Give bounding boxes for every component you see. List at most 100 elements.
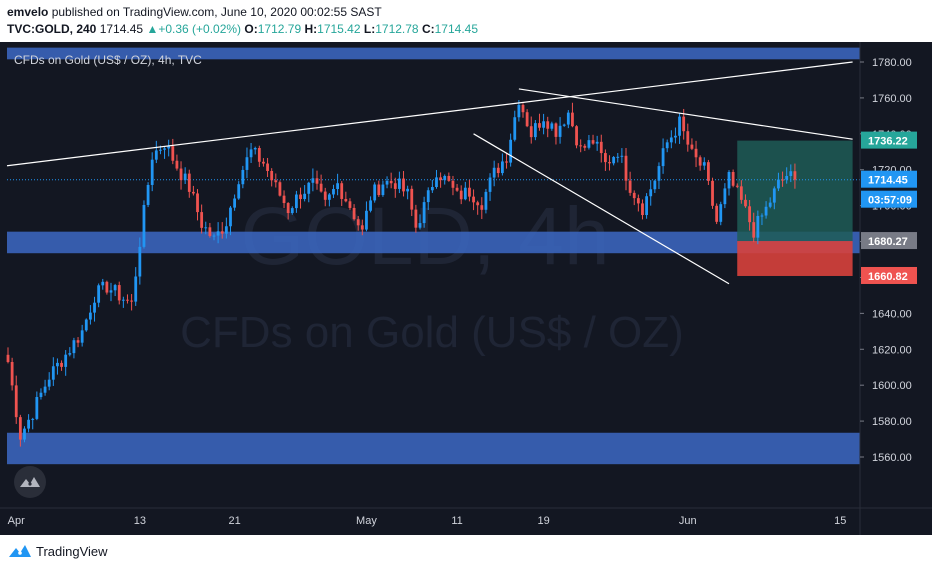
candle-body — [101, 281, 105, 286]
publisher-name[interactable]: emvelo — [7, 5, 49, 19]
candle-body — [690, 144, 694, 149]
candle-body — [636, 198, 640, 204]
candle-body — [793, 171, 797, 180]
candle — [233, 194, 236, 211]
candle — [274, 173, 278, 188]
candle-body — [599, 141, 603, 154]
candle — [546, 116, 550, 138]
candle — [595, 135, 599, 151]
candle-body — [657, 166, 661, 181]
candle — [533, 120, 537, 141]
candle — [105, 280, 109, 295]
y-tick-label: 1620.00 — [872, 344, 912, 356]
chart-title: CFDs on Gold (US$ / OZ), 4h, TVC — [14, 53, 202, 67]
candle — [360, 219, 364, 236]
candle-body — [369, 200, 372, 211]
candle — [163, 146, 166, 159]
candle — [459, 185, 463, 205]
y-tick-label: 1760.00 — [872, 93, 912, 105]
candle-body — [340, 183, 344, 199]
candle — [200, 204, 204, 234]
candle-body — [513, 117, 517, 140]
candle — [628, 171, 632, 196]
candle-body — [398, 178, 401, 189]
candle-body — [200, 212, 204, 228]
candle — [179, 161, 183, 190]
zone-band-0 — [7, 47, 860, 60]
trendlines[interactable] — [6, 61, 853, 285]
candle-body — [274, 180, 278, 183]
candle — [764, 201, 768, 219]
candle-body — [707, 162, 710, 181]
tradingview-brand[interactable]: TradingView — [8, 543, 108, 559]
candle-body — [6, 354, 10, 362]
chart-area[interactable]: GOLD, 4h CFDs on Gold (US$ / OZ) 1780.00… — [0, 42, 932, 535]
candle-body — [171, 146, 175, 161]
candle — [18, 414, 22, 447]
trendline-0[interactable] — [6, 61, 853, 167]
zone-band-1 — [7, 231, 860, 254]
candle-body — [208, 227, 212, 236]
candle — [84, 318, 88, 332]
candle-body — [476, 202, 480, 206]
candle-body — [447, 175, 451, 181]
candle — [257, 145, 261, 168]
trendline-1[interactable] — [518, 88, 853, 140]
candle-body — [760, 215, 764, 217]
candle-body — [628, 180, 632, 193]
candle — [113, 283, 117, 297]
low-value: 1712.78 — [375, 22, 419, 36]
candle — [492, 160, 496, 187]
candle-body — [430, 186, 434, 191]
candle — [377, 180, 381, 197]
candle — [278, 180, 282, 197]
candle-body — [525, 112, 529, 127]
candle-body — [163, 148, 166, 150]
price-chart[interactable]: GOLD, 4h CFDs on Gold (US$ / OZ) 1780.00… — [0, 42, 932, 535]
candle-body — [109, 290, 113, 293]
candle-body — [113, 285, 117, 291]
candle-body — [179, 168, 183, 181]
candle-body — [332, 189, 335, 195]
candle-body — [777, 179, 780, 189]
candle-body — [365, 210, 368, 230]
candle — [789, 164, 793, 183]
candle-body — [533, 123, 537, 138]
candle — [439, 172, 442, 188]
candle — [389, 172, 393, 189]
candle-body — [130, 300, 133, 302]
candle-body — [76, 340, 80, 343]
candle — [336, 173, 339, 196]
candle — [636, 194, 640, 212]
candle-body — [702, 162, 706, 166]
long-position-tool[interactable] — [737, 140, 853, 276]
candle — [488, 173, 492, 201]
candle-body — [35, 397, 39, 419]
candle-body — [772, 188, 776, 203]
candle — [332, 184, 335, 199]
candle-body — [282, 195, 286, 204]
candle-body — [237, 184, 241, 199]
candle-body — [468, 187, 471, 197]
footer: TradingView — [0, 535, 932, 568]
candle — [183, 167, 187, 185]
candle-body — [575, 126, 578, 146]
trendline-2[interactable] — [473, 133, 730, 285]
symbol-label: TVC:GOLD, 240 — [7, 22, 97, 36]
publisher-line: emvelo published on TradingView.com, Jun… — [7, 5, 382, 19]
candle-body — [727, 172, 731, 189]
candle-body — [39, 392, 43, 398]
candle — [451, 175, 455, 196]
candle — [402, 171, 405, 197]
tradingview-badge-icon — [14, 466, 46, 498]
candle-body — [488, 177, 492, 192]
bar-countdown-tag: 03:57:09 — [861, 190, 917, 208]
price-tags: 1736.22 1714.45 03:57:09 1680.27 1660.82 — [861, 131, 917, 284]
candle-body — [389, 180, 393, 184]
candle — [245, 147, 249, 179]
candle-body — [661, 148, 665, 167]
candle-body — [719, 204, 723, 222]
candle — [756, 210, 760, 245]
candle-body — [233, 198, 236, 208]
candle — [126, 294, 129, 304]
